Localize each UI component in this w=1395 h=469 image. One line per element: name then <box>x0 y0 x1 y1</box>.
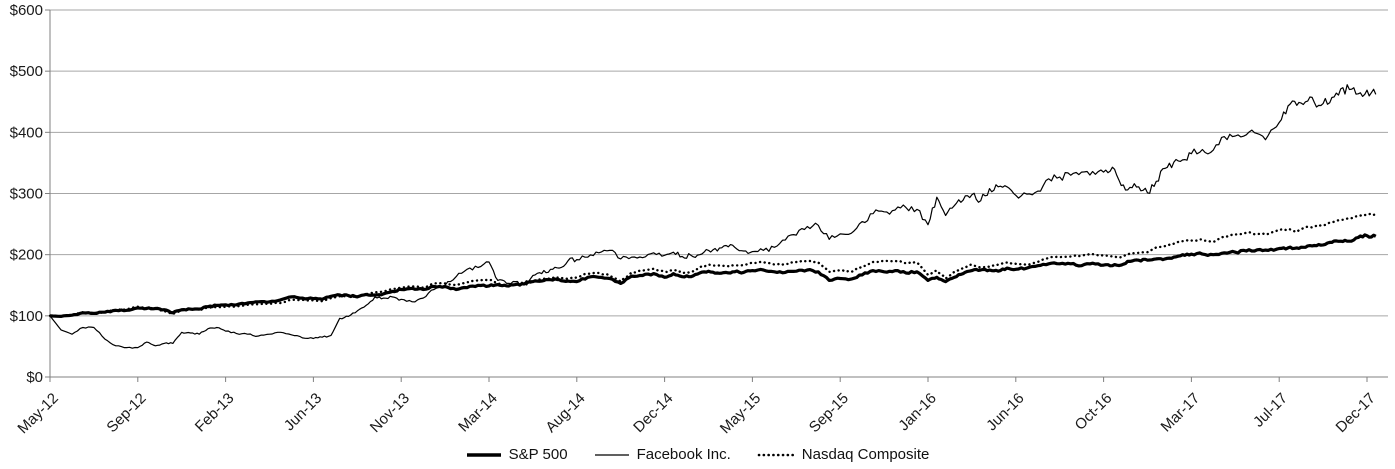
x-axis-label: Jan-16 <box>895 390 939 434</box>
x-axis-label: Feb-13 <box>192 390 238 436</box>
nasdaq-line-sample <box>757 453 795 456</box>
y-axis-label: $200 <box>10 247 43 264</box>
series-facebook-line <box>49 84 1377 349</box>
y-axis-label: $400 <box>10 124 43 141</box>
x-axis-label: Aug-14 <box>542 390 588 436</box>
legend: S&P 500 Facebook Inc. Nasdaq Composite <box>0 446 1395 463</box>
y-axis-label: $500 <box>10 63 43 80</box>
legend-item-nasdaq: Nasdaq Composite <box>757 446 930 463</box>
legend-label-nasdaq: Nasdaq Composite <box>801 446 930 463</box>
series-sp500-line <box>49 233 1377 318</box>
x-axis-label: Mar-14 <box>455 390 501 436</box>
x-axis-label: Sep-12 <box>103 390 149 436</box>
x-axis-label: Dec-17 <box>1333 390 1379 436</box>
legend-item-sp500: S&P 500 <box>466 446 568 463</box>
legend-label-sp500: S&P 500 <box>508 446 568 463</box>
x-axis-label: May-15 <box>717 390 764 437</box>
x-axis-label: Mar-17 <box>1158 390 1204 436</box>
y-axis-label: $0 <box>26 369 43 386</box>
x-axis-label: Nov-13 <box>367 390 413 436</box>
x-axis-label: Jun-13 <box>281 390 325 434</box>
x-axis-label: Jun-16 <box>983 390 1027 434</box>
x-axis-label: May-12 <box>14 390 61 437</box>
y-axis-label: $600 <box>10 2 43 19</box>
x-axis-label: Oct-16 <box>1072 390 1116 434</box>
x-axis-label: Sep-15 <box>806 390 852 436</box>
legend-label-facebook: Facebook Inc. <box>636 446 731 463</box>
x-axis-label: Dec-14 <box>630 390 676 436</box>
facebook-line-sample <box>594 453 629 456</box>
x-axis-label: Jul-17 <box>1250 390 1291 431</box>
sp500-line-sample <box>466 452 501 457</box>
legend-item-facebook: Facebook Inc. <box>594 446 731 463</box>
series-nasdaq-line <box>48 212 1377 318</box>
y-axis-label: $100 <box>10 308 43 325</box>
y-axis-label: $300 <box>10 186 43 203</box>
